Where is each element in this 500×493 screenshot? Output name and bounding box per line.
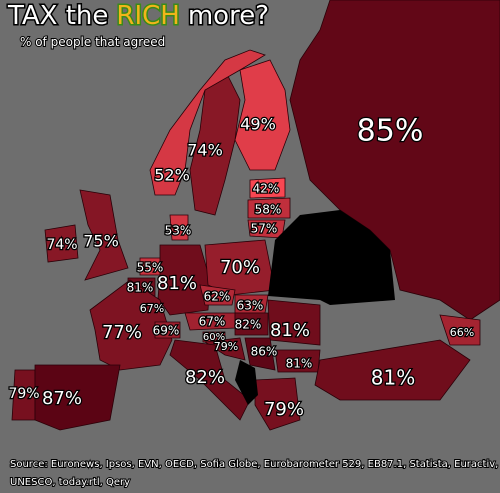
labels: 85%49%74%52%42%58%57%53%74% 75%55%81% 81%7… bbox=[7, 112, 475, 421]
region-label: 52% bbox=[154, 166, 190, 185]
region-label: 49% bbox=[240, 115, 276, 134]
title: TAX the RICH more? bbox=[7, 1, 269, 31]
region bbox=[267, 299, 321, 346]
title-part: TAX the bbox=[7, 1, 108, 31]
region-label: 86% bbox=[251, 345, 278, 359]
region bbox=[154, 321, 181, 339]
source: Source: Euronews, Ipsos, EVN, OECD, Sofi… bbox=[10, 459, 500, 470]
region bbox=[244, 337, 276, 371]
region-label: 87% bbox=[42, 388, 82, 409]
region bbox=[247, 197, 291, 219]
regions bbox=[11, 0, 500, 431]
region bbox=[439, 314, 481, 346]
region-label: 67% bbox=[140, 302, 164, 315]
region-label: 74% bbox=[46, 237, 77, 253]
region-label: 81% bbox=[371, 366, 415, 390]
subtitle: % of people that agreed bbox=[20, 35, 165, 49]
region-label: 67% bbox=[199, 315, 226, 329]
region bbox=[314, 339, 471, 401]
region bbox=[234, 59, 291, 171]
region-label: 69% bbox=[153, 324, 180, 338]
no-data-area bbox=[235, 360, 258, 405]
region-label: 81% bbox=[127, 281, 154, 295]
region-label: 81% bbox=[286, 357, 313, 371]
region-label: 75% bbox=[83, 232, 119, 251]
region-label: 82% bbox=[235, 318, 262, 332]
region bbox=[254, 377, 301, 431]
region-label: 58% bbox=[255, 203, 282, 217]
region bbox=[89, 279, 173, 371]
region-label: 81% bbox=[270, 320, 310, 341]
region-label: 60% bbox=[203, 332, 225, 343]
region-label: 85% bbox=[357, 114, 424, 149]
region bbox=[189, 69, 241, 216]
title-highlight: RICH bbox=[116, 1, 179, 31]
region bbox=[169, 339, 251, 421]
title-part: more? bbox=[188, 1, 269, 31]
region-label: 53% bbox=[165, 224, 192, 238]
region bbox=[169, 214, 189, 241]
region bbox=[34, 364, 121, 431]
region-label: 81% bbox=[157, 273, 197, 294]
region-label: 42% bbox=[253, 182, 280, 196]
region bbox=[204, 239, 276, 296]
source: UNESCO, today.rtl, Qery bbox=[10, 477, 130, 488]
region-label: 70% bbox=[220, 257, 260, 278]
region bbox=[44, 224, 79, 263]
region bbox=[199, 284, 236, 306]
region-label: 79% bbox=[214, 340, 238, 353]
region-label: 63% bbox=[237, 299, 264, 313]
region-label: 55% bbox=[137, 261, 164, 275]
region bbox=[249, 177, 286, 199]
region bbox=[79, 189, 129, 281]
region-label: 79% bbox=[264, 399, 304, 420]
no-data-area bbox=[268, 210, 395, 305]
region-label: 57% bbox=[251, 222, 278, 236]
region-label: 77% bbox=[102, 322, 142, 343]
region-label: 74% bbox=[187, 141, 223, 160]
region bbox=[203, 337, 246, 361]
region-label: 79% bbox=[8, 386, 39, 402]
region-label: 66% bbox=[450, 326, 474, 339]
region bbox=[149, 49, 266, 196]
region-label: 82% bbox=[185, 367, 225, 388]
region bbox=[157, 244, 211, 316]
region bbox=[234, 312, 269, 336]
region-label: 62% bbox=[204, 290, 231, 304]
